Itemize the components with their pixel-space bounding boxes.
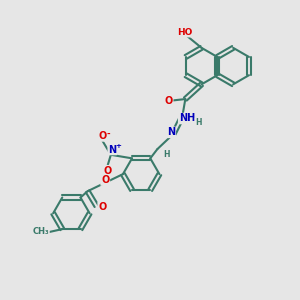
Text: H: H <box>195 118 202 127</box>
Text: O: O <box>103 166 111 176</box>
Text: O: O <box>164 95 173 106</box>
Text: -: - <box>106 130 110 139</box>
Text: NH: NH <box>179 113 195 124</box>
Text: N: N <box>167 127 175 137</box>
Text: O: O <box>101 175 110 185</box>
Text: CH₃: CH₃ <box>32 227 49 236</box>
Text: H: H <box>163 150 169 159</box>
Text: N: N <box>108 145 116 154</box>
Text: O: O <box>98 131 107 141</box>
Text: HO: HO <box>177 28 192 37</box>
Text: +: + <box>115 143 121 149</box>
Text: O: O <box>98 202 106 212</box>
